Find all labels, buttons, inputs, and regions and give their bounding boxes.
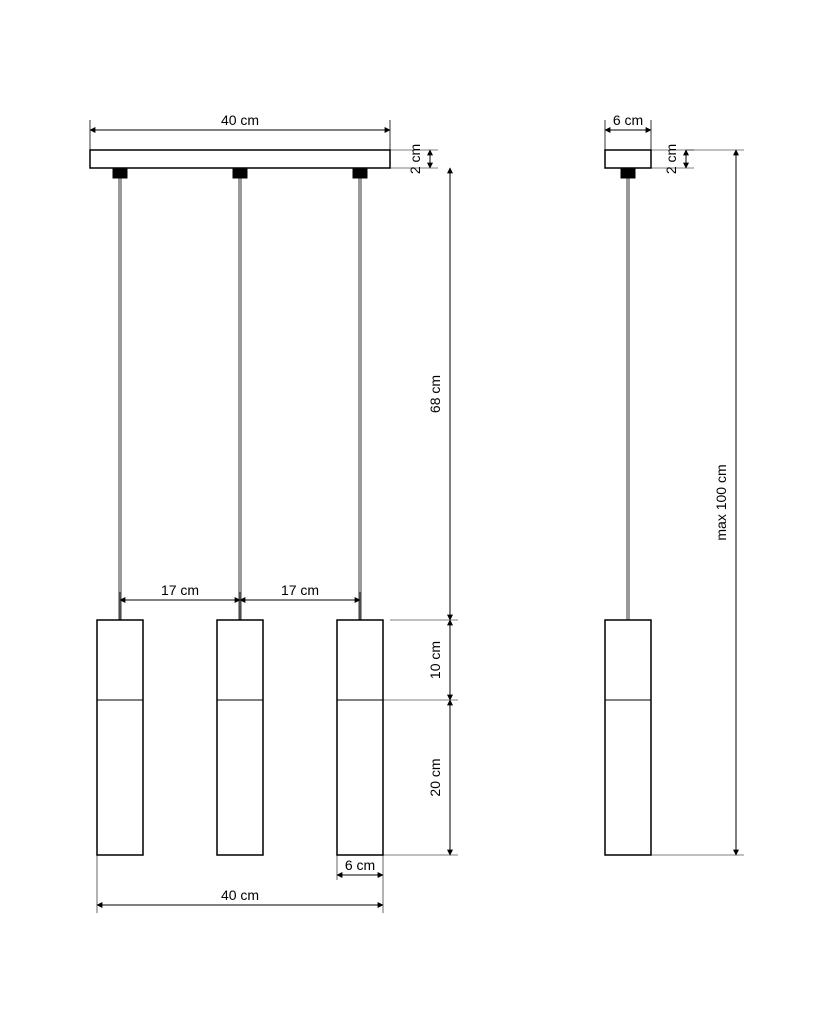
front-plate	[90, 150, 390, 168]
label-side-height: 2 cm	[663, 144, 679, 174]
label-max-height: max 100 cm	[713, 464, 729, 540]
label-shade-width: 6 cm	[345, 857, 375, 873]
front-connector-1	[233, 168, 247, 178]
front-connector-2	[353, 168, 367, 178]
label-shade-bottom: 20 cm	[427, 758, 443, 796]
front-shade-2	[337, 620, 383, 855]
front-connector-0	[113, 168, 127, 178]
side-connector	[621, 168, 635, 178]
side-plate	[605, 150, 651, 168]
label-shade-top: 10 cm	[427, 641, 443, 679]
label-bottom-width: 40 cm	[221, 887, 259, 903]
front-shade-1	[217, 620, 263, 855]
label-top-width: 40 cm	[221, 112, 259, 128]
front-shade-0	[97, 620, 143, 855]
label-side-width: 6 cm	[613, 112, 643, 128]
side-shade	[605, 620, 651, 855]
label-gap1: 17 cm	[161, 582, 199, 598]
label-cable: 68 cm	[427, 375, 443, 413]
label-gap2: 17 cm	[281, 582, 319, 598]
label-top-height: 2 cm	[407, 144, 423, 174]
